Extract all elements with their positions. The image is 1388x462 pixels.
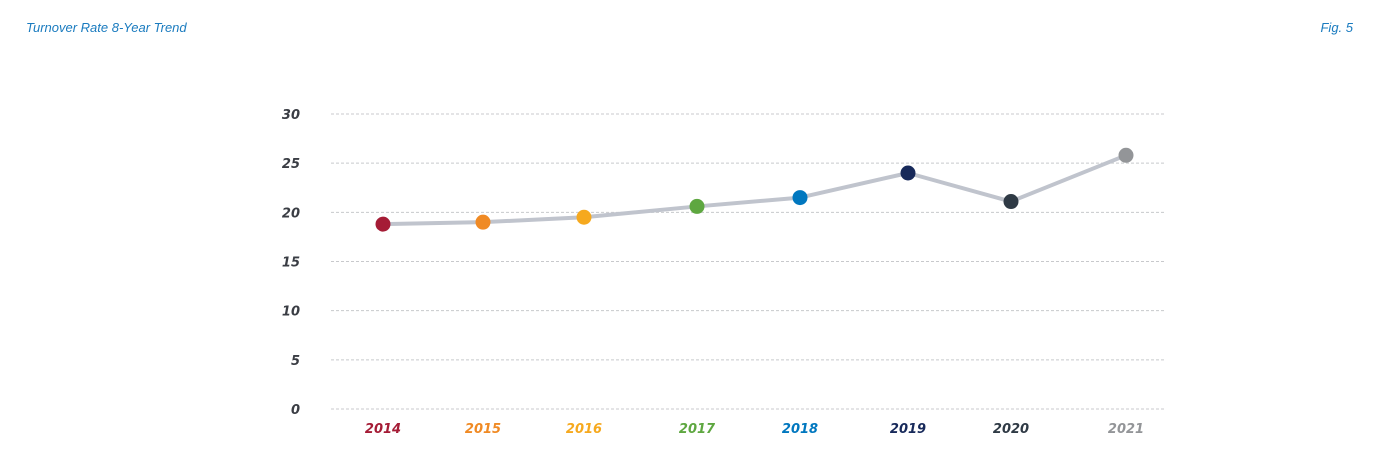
y-tick-label: 10 <box>282 305 300 320</box>
x-tick-label: 2017 <box>679 422 716 437</box>
data-point-2016 <box>576 209 592 225</box>
figure-number: Fig. 5 <box>1320 20 1353 35</box>
x-tick-label: 2021 <box>1108 422 1144 437</box>
y-tick-label: 5 <box>291 354 300 369</box>
y-tick-label: 30 <box>282 108 300 123</box>
x-tick-label: 2020 <box>993 422 1029 437</box>
data-point-2015 <box>475 214 491 230</box>
x-tick-label: 2019 <box>890 422 926 437</box>
data-point-2020 <box>1003 194 1019 210</box>
data-point-2014 <box>375 216 391 232</box>
y-tick-label: 15 <box>282 256 300 271</box>
y-tick-label: 20 <box>282 206 300 221</box>
x-tick-label: 2016 <box>566 422 602 437</box>
y-tick-label: 0 <box>291 403 300 418</box>
chart-title: Turnover Rate 8-Year Trend <box>26 20 187 35</box>
data-point-2019 <box>900 165 916 181</box>
x-tick-label: 2018 <box>782 422 818 437</box>
data-point-2021 <box>1118 147 1134 163</box>
x-tick-label: 2015 <box>465 422 501 437</box>
data-point-2018 <box>792 190 808 206</box>
x-tick-label: 2014 <box>365 422 401 437</box>
trend-line <box>382 153 1127 227</box>
data-point-2017 <box>689 198 705 214</box>
y-tick-label: 25 <box>282 157 300 172</box>
